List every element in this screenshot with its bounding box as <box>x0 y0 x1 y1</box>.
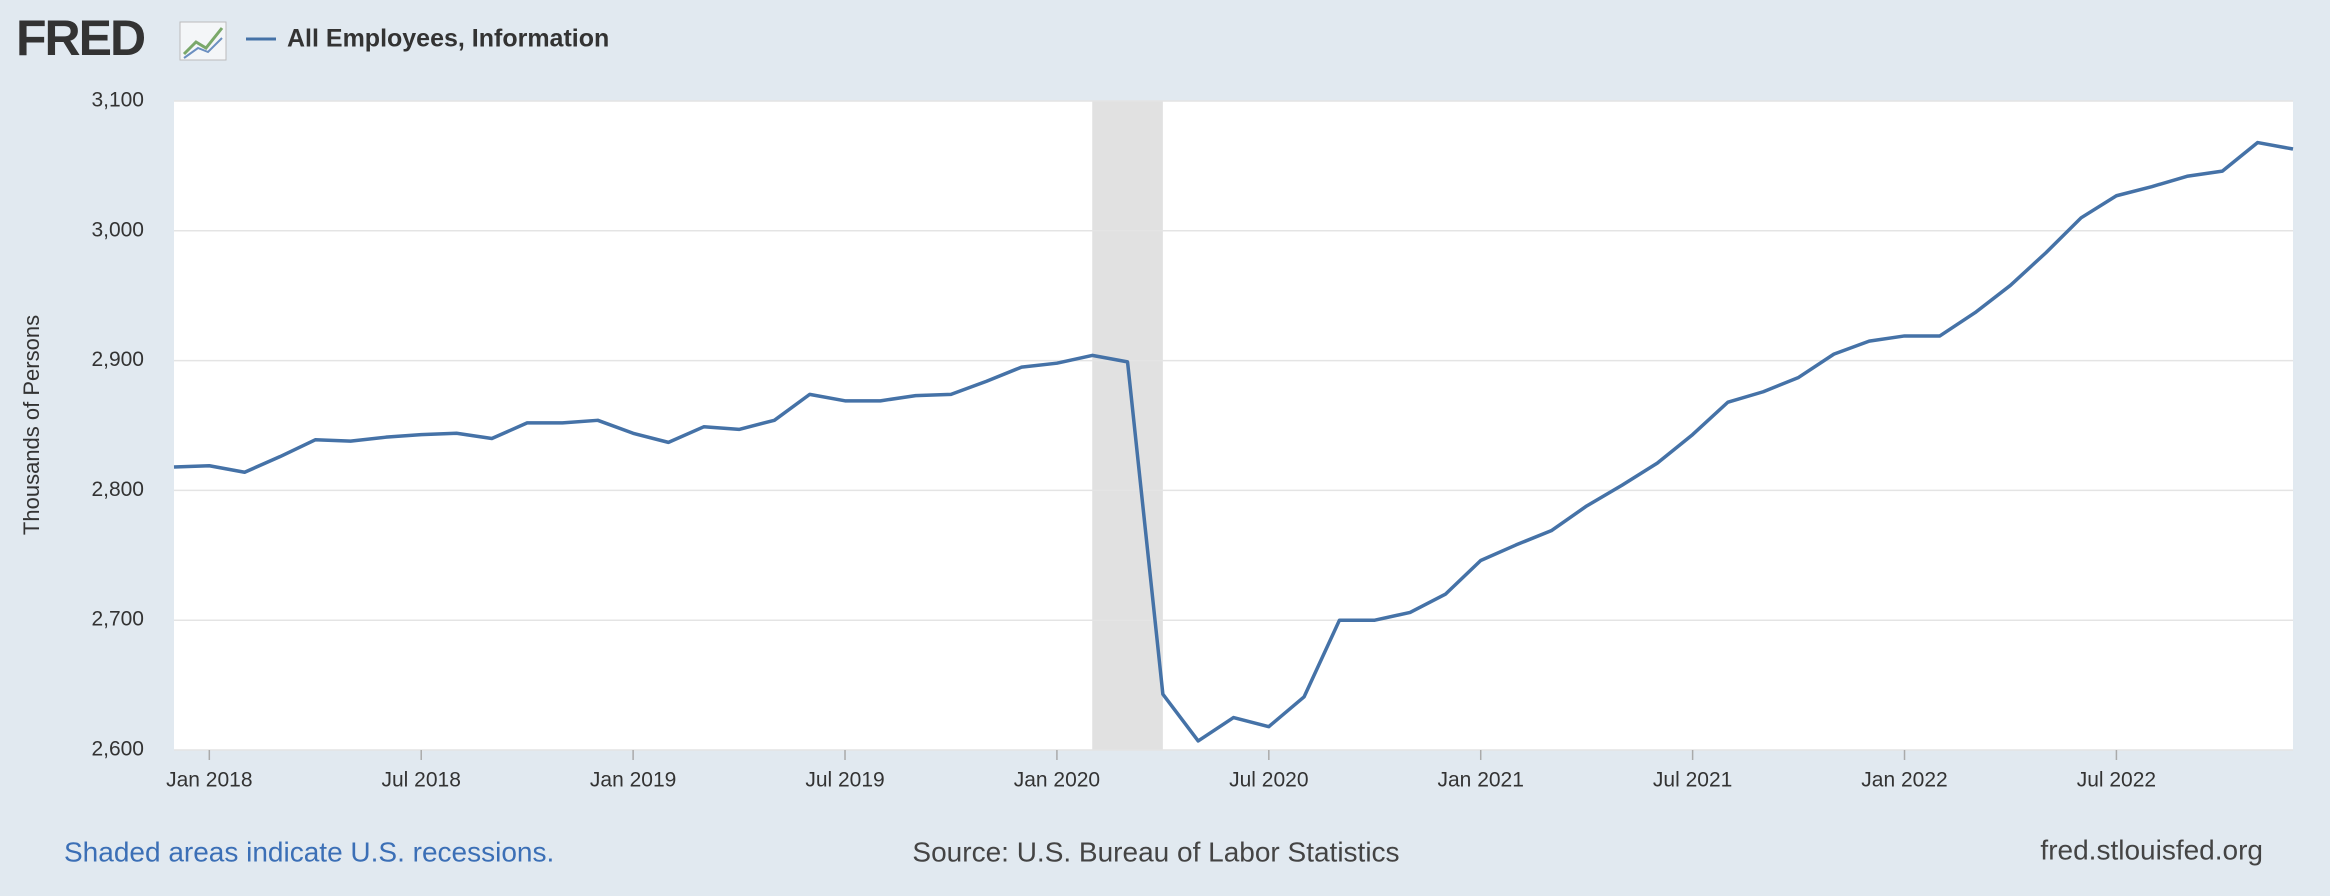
legend-label: All Employees, Information <box>287 25 609 53</box>
footer-site: fred.stlouisfed.org <box>2040 834 2263 865</box>
recession-shade <box>1092 101 1163 750</box>
y-tick-label: 3,000 <box>91 218 144 241</box>
x-tick-label: Jul 2018 <box>382 769 461 792</box>
plot-area <box>174 101 2293 750</box>
x-tick-label: Jan 2018 <box>166 769 252 792</box>
x-tick-label: Jul 2022 <box>2077 769 2156 792</box>
logo-icon <box>179 21 227 61</box>
x-tick-label: Jul 2019 <box>805 769 884 792</box>
y-tick-label: 2,800 <box>91 478 144 501</box>
x-tick-label: Jan 2022 <box>1861 769 1947 792</box>
y-tick-label: 2,900 <box>91 348 144 371</box>
x-tick-label: Jan 2019 <box>590 769 676 792</box>
logo: FRED <box>16 10 145 66</box>
y-axis-label: Thousands of Persons <box>19 315 44 535</box>
x-tick-label: Jul 2020 <box>1229 769 1308 792</box>
x-tick-label: Jan 2021 <box>1438 769 1524 792</box>
x-tick-label: Jan 2020 <box>1014 769 1100 792</box>
footer-source: Source: U.S. Bureau of Labor Statistics <box>912 836 1399 867</box>
footer-note: Shaded areas indicate U.S. recessions. <box>64 836 554 867</box>
legend: All Employees, Information <box>246 25 609 53</box>
y-tick-label: 3,100 <box>91 89 144 112</box>
y-tick-label: 2,700 <box>91 608 144 631</box>
y-tick-label: 2,600 <box>91 738 144 761</box>
series-line <box>173 140 2294 743</box>
x-tick-label: Jul 2021 <box>1653 769 1732 792</box>
